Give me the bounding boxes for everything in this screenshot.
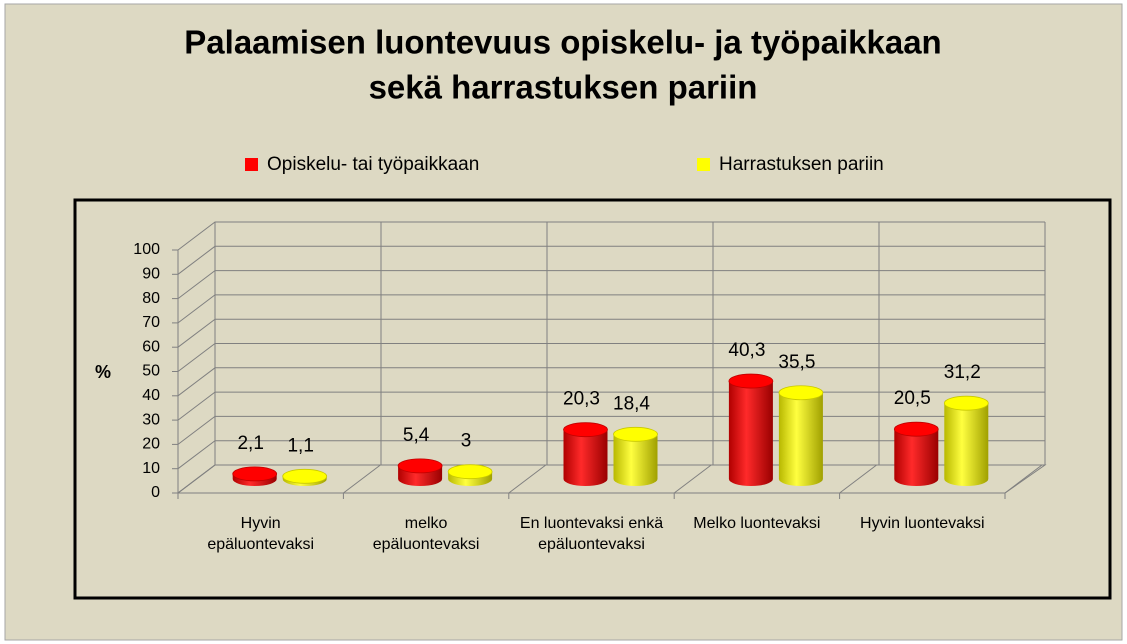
grid-line [177,343,1045,372]
floor-divider [343,464,381,494]
background [4,3,1123,641]
bar [728,381,773,486]
floor-divider [1004,464,1043,494]
y-axis-label: % [95,362,111,382]
bar-top [397,458,443,474]
floor-divider [673,464,712,494]
y-tick-label: 30 [142,411,160,428]
floor-divider [508,464,547,494]
data-label: 31,2 [944,362,981,383]
bar-top [893,421,939,437]
bar-top [447,464,493,480]
floor-divider [839,464,877,494]
bar [944,403,989,486]
grid-line [177,245,1045,275]
bar-top [613,426,658,442]
legend-label: Harrastuksen pariin [719,154,884,175]
x-tick-label: En luontevaksi enkä epäluontevaksi [519,515,664,553]
data-label: 3 [461,431,472,452]
legend-swatch [245,158,258,171]
legend-label: Opiskelu- tai työpaikkaan [267,154,479,175]
bar [613,434,658,486]
y-tick-label: 90 [142,266,160,283]
chart-title: sekä harrastuksen pariin [369,69,758,106]
bar-top [728,373,774,389]
x-tick-label: Hyvin epäluontevaksi [207,515,315,553]
bar [563,429,608,486]
y-tick-label: 70 [142,314,160,331]
data-label: 35,5 [778,352,815,373]
y-tick-label: 10 [142,460,160,477]
data-label: 20,3 [563,389,600,410]
grid-line [177,270,1045,299]
bar-top [778,385,824,401]
data-label: 2,1 [237,433,263,454]
data-label: 20,5 [894,388,931,409]
bar-top [563,422,608,438]
y-tick-label: 50 [142,363,160,380]
x-tick-label: Melko luontevaksi [693,515,821,532]
y-tick-label: 100 [133,241,160,258]
plot-frame [73,198,1112,600]
y-tick-label: 20 [142,436,160,453]
bar-top [943,395,989,411]
grid-line [177,318,1045,348]
bar-top [282,468,328,484]
x-tick-label: Hyvin luontevaksi [860,515,985,532]
bar-top [232,466,278,482]
y-tick-label: 0 [151,484,160,501]
bar [894,429,939,486]
legend-swatch [697,158,710,171]
data-label: 5,4 [403,425,430,446]
y-tick-label: 40 [142,387,160,404]
y-tick-label: 80 [142,290,160,307]
data-label: 18,4 [613,393,650,414]
y-tick-label: 60 [142,338,160,355]
data-label: 1,1 [287,435,313,456]
grid-line [177,221,1045,251]
data-label: 40,3 [728,340,765,361]
grid-line [177,294,1045,324]
chart-title: Palaamisen luontevuus opiskelu- ja työpa… [184,24,941,61]
bar [778,392,823,486]
grid-line [177,367,1045,397]
x-tick-label: melko epäluontevaksi [372,515,480,553]
